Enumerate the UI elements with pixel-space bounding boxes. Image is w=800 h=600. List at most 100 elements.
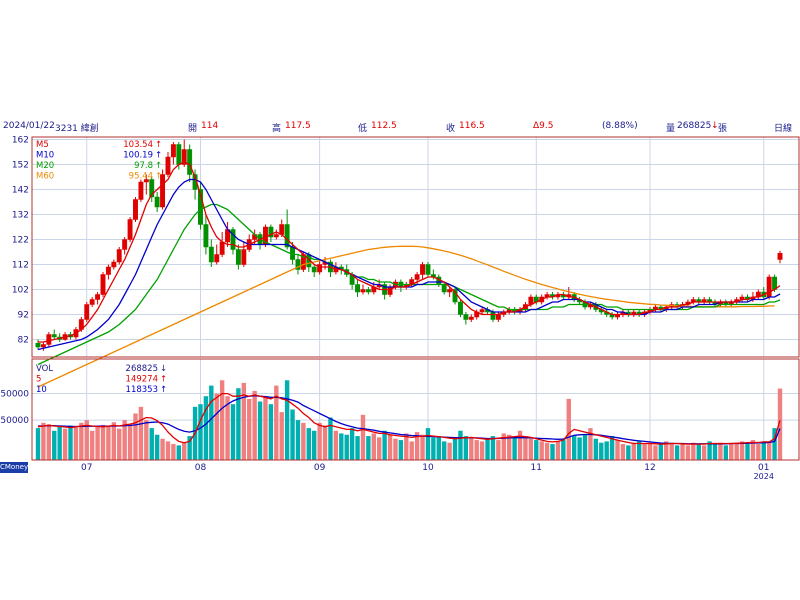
volume-bar [52, 430, 57, 460]
volume-bar [647, 442, 653, 460]
volume-bar [122, 420, 127, 460]
volume-bar [295, 420, 301, 460]
price-tick-label: 82 [18, 336, 29, 346]
volume-bar [398, 440, 404, 460]
close-label: 收 [446, 124, 456, 134]
volume-bar [360, 414, 366, 460]
candle-body [116, 249, 122, 263]
volume-bar [577, 437, 582, 460]
volume-bar [750, 440, 756, 460]
candle-body [468, 316, 474, 320]
month-tick-label: 07 [81, 463, 92, 473]
candle-body [181, 149, 187, 165]
volume-bar [214, 393, 219, 460]
volume-bar [588, 428, 593, 460]
volume-bar [284, 380, 290, 460]
volume-bar [696, 444, 701, 460]
volume-bar [84, 420, 89, 460]
volume-bar [653, 445, 658, 460]
volume-bar [469, 437, 474, 460]
candle-body [235, 249, 241, 265]
price-ma-lines [37, 161, 781, 388]
volume-bar [252, 390, 257, 460]
brand-logo: CMoney [0, 462, 29, 473]
volume-bar [41, 422, 46, 460]
month-tick-label: 01 [758, 463, 769, 473]
volume-value: 268825 [677, 121, 712, 131]
volume-bar [176, 445, 182, 460]
price-legend-value: 95.44 [129, 172, 153, 182]
candle-body [490, 311, 496, 320]
price-legend-arrow: ↑ [155, 151, 162, 161]
volume-bar [111, 422, 117, 460]
volume-bar [431, 437, 436, 460]
candle-body [441, 284, 447, 293]
volume-bar [745, 444, 750, 460]
candle-body [105, 266, 111, 275]
price-tick-label: 112 [12, 261, 29, 271]
candle-body [187, 149, 193, 175]
volume-bar [274, 385, 279, 460]
volume-bar [247, 398, 252, 460]
candle-body [40, 344, 46, 348]
volume-bar [355, 436, 360, 460]
volume-legend-arrow: ↑ [160, 385, 167, 395]
volume-bar [512, 437, 517, 460]
volume-bar [62, 428, 68, 460]
volume-bar [723, 445, 729, 460]
candle-body [95, 294, 101, 300]
volume-bar [371, 433, 376, 460]
high-value: 117.5 [285, 121, 311, 131]
volume-bar [626, 445, 631, 460]
volume-bar [301, 422, 306, 460]
candle-body [365, 289, 371, 293]
candle-body [208, 246, 214, 263]
volume-bar [79, 422, 84, 460]
volume-legend-value: 149274 [126, 375, 158, 385]
volume-bar [312, 430, 317, 460]
candle-body [122, 239, 128, 250]
period-label[interactable]: 日線 [774, 124, 793, 134]
volume-bar [571, 436, 577, 460]
volume-bar [463, 436, 469, 460]
volume-ma10-line [38, 395, 781, 445]
volume-bar [317, 422, 322, 460]
volume-bar [658, 444, 664, 460]
candle-body [176, 144, 182, 165]
volume-bar [257, 401, 263, 460]
volume-bar [766, 442, 772, 460]
volume-bar [544, 442, 550, 460]
candle-body [230, 229, 236, 250]
ma60-line [37, 245, 775, 388]
low-label: 低 [358, 124, 368, 134]
volume-bar [642, 444, 647, 460]
price-legend-arrow: ↑ [155, 172, 162, 182]
volume-bar [387, 434, 393, 460]
volume-bar [669, 442, 674, 460]
volume-bar [138, 406, 144, 460]
volume-bar [95, 425, 100, 460]
candle-body [214, 254, 220, 263]
month-tick-label: 10 [422, 463, 434, 473]
volume-down-arrow: ↓ [711, 121, 719, 131]
quote-date: 2024/01/22 [3, 121, 55, 131]
volume-bar [404, 433, 409, 460]
volume-bar [631, 442, 636, 460]
volume-bar [209, 385, 214, 460]
month-tick-label: 11 [531, 463, 542, 473]
volume-bar [739, 441, 745, 460]
volume-bar [339, 433, 344, 460]
volume-bar [664, 441, 669, 460]
volume-bar [442, 441, 447, 460]
candle-body [111, 261, 117, 268]
price-tick-label: 162 [12, 136, 29, 146]
volume-bar [106, 426, 111, 460]
candle-body [51, 334, 57, 338]
price-tick-label: 132 [12, 211, 29, 221]
grid-lines [32, 137, 799, 460]
volume-bar [149, 428, 154, 460]
volume-bar [171, 444, 176, 460]
volume-panel-frame [31, 358, 800, 461]
